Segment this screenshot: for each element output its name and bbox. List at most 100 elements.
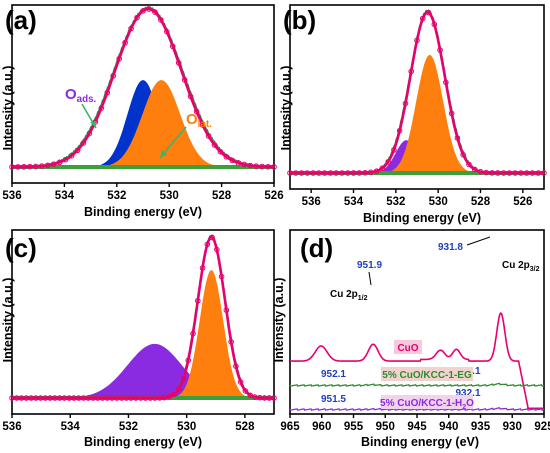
panel-b-data-point bbox=[437, 47, 443, 53]
peak-931-8: 931.8 bbox=[438, 242, 463, 253]
panel-b-data-point bbox=[408, 68, 415, 75]
panel-b-data-point bbox=[362, 170, 368, 176]
panel-c-data-point bbox=[233, 363, 239, 370]
panel-a-data-point bbox=[140, 8, 146, 14]
peak-951-5: 951.5 bbox=[321, 394, 346, 405]
panel-b-data-point bbox=[506, 170, 513, 176]
panel-b-component-2 bbox=[290, 54, 544, 173]
panel-a-data-point bbox=[134, 14, 140, 21]
panel-c-data-point bbox=[228, 339, 234, 345]
panel-c-data-point bbox=[199, 265, 206, 271]
panel-a-data-point bbox=[265, 163, 271, 170]
panel-b-data-point bbox=[356, 170, 363, 176]
panel-a-xtick-label: 530 bbox=[160, 190, 179, 202]
oads-label: Oads. bbox=[65, 86, 97, 105]
panel-d-series-2 bbox=[289, 382, 545, 387]
eg-label: 5% CuO/KCC-1-EG bbox=[382, 370, 472, 381]
panel-d: (d) Intensity (a.u.) Binding energy (eV)… bbox=[272, 229, 550, 449]
panel-c-data-point bbox=[242, 388, 249, 394]
panel-c-label: (c) bbox=[5, 233, 37, 263]
panel-d-series-3 bbox=[289, 407, 545, 411]
olat-label: Olat. bbox=[186, 111, 212, 130]
panel-c-frame bbox=[11, 229, 275, 415]
panel-c-data-point bbox=[237, 379, 244, 385]
panel-a-data-point bbox=[164, 28, 170, 35]
panel-a-data-point bbox=[62, 156, 69, 163]
panel-a-xtick-label: 532 bbox=[107, 190, 126, 202]
panel-a-data-point bbox=[169, 43, 176, 50]
panel-c-data-point bbox=[185, 357, 192, 364]
panel-c: (c) Intensity (a.u.) Binding energy (eV)… bbox=[1, 229, 277, 449]
panel-c-data-point bbox=[180, 375, 187, 382]
cuo-label-bg bbox=[394, 340, 422, 354]
panel-d-ylabel: Intensity (a.u.) bbox=[272, 278, 286, 363]
panel-a-data-point bbox=[56, 159, 63, 166]
panel-b-data-point bbox=[287, 170, 293, 176]
panel-c-data-point bbox=[194, 297, 201, 304]
panel-d-series-1 bbox=[290, 312, 544, 410]
panel-c-data-point bbox=[166, 393, 172, 400]
panel-b-data-point bbox=[518, 170, 524, 176]
panel-a-data-point bbox=[193, 108, 200, 115]
panel-b-data-point bbox=[466, 161, 472, 168]
panel-c-data-point bbox=[223, 307, 230, 313]
panel-b-data-point bbox=[298, 170, 305, 176]
panel-b-label: (b) bbox=[283, 5, 316, 35]
panel-c-data-point bbox=[271, 395, 277, 401]
panel-c-data-point bbox=[209, 234, 215, 241]
panel-b: (b) Intensity (a.u.) Binding energy (eV)… bbox=[279, 4, 547, 225]
panel-a-data-point bbox=[15, 164, 21, 170]
panel-d-xlabel: Binding energy (eV) bbox=[361, 435, 479, 449]
panel-b-data-point bbox=[379, 165, 386, 171]
panel-a-data-point bbox=[9, 164, 15, 170]
panel-b-data-point bbox=[512, 170, 518, 176]
panel-b-xtick-label: 534 bbox=[344, 196, 364, 208]
panel-b-xtick-label: 530 bbox=[429, 196, 448, 208]
olat-arrow-head bbox=[160, 150, 167, 158]
panel-b-data-point bbox=[529, 170, 536, 176]
panel-a-xlabel: Binding energy (eV) bbox=[84, 205, 202, 219]
peak-951-9-pointer bbox=[368, 271, 372, 286]
panel-b-data-point bbox=[391, 147, 397, 153]
panel-c-xlabel: Binding energy (eV) bbox=[84, 435, 202, 449]
panel-c-ylabel: Intensity (a.u.) bbox=[1, 278, 15, 363]
cu2p32-label: Cu 2p3/2 bbox=[502, 260, 540, 273]
panel-d-xtick-label: 955 bbox=[344, 421, 364, 433]
panel-a-data-point bbox=[21, 164, 27, 170]
panel-a-data-point bbox=[86, 130, 93, 137]
panel-b-xtick-label: 526 bbox=[513, 196, 532, 208]
panel-a-data-point bbox=[158, 17, 164, 23]
panel-a-data-point bbox=[110, 73, 117, 79]
h2o-label-bg bbox=[381, 395, 473, 409]
panel-b-data-point bbox=[292, 170, 299, 176]
panel-b-data-point bbox=[419, 15, 426, 22]
eg-label-bg bbox=[381, 367, 473, 381]
panel-b-data-point bbox=[425, 9, 432, 16]
panel-b-data-point bbox=[443, 79, 449, 86]
panel-a-data-point bbox=[175, 60, 182, 66]
panel-a-data-point bbox=[253, 163, 259, 169]
panel-a-data-point bbox=[187, 93, 194, 100]
oads-arrow-head bbox=[90, 121, 96, 128]
panel-d-xtick-label: 930 bbox=[503, 421, 522, 433]
panel-b-data-point bbox=[500, 170, 507, 176]
panel-a-data-point bbox=[44, 162, 51, 169]
panel-b-data-point bbox=[471, 166, 478, 173]
peak-951-9: 951.9 bbox=[357, 260, 382, 271]
panel-b-ylabel: Intensity (a.u.) bbox=[279, 66, 293, 151]
panel-d-xtick-label: 925 bbox=[534, 421, 550, 433]
panel-b-data-point bbox=[477, 168, 484, 175]
panel-b-data-point bbox=[495, 170, 501, 176]
panel-b-data-point bbox=[396, 127, 403, 134]
panel-a-data-point bbox=[181, 77, 188, 83]
panel-b-data-point bbox=[414, 37, 420, 44]
panel-c-xtick-label: 528 bbox=[235, 421, 255, 433]
panel-d-xtick-label: 935 bbox=[471, 421, 491, 433]
cuo-label: CuO bbox=[397, 343, 418, 354]
peak-952-1: 952.1 bbox=[321, 369, 346, 380]
panel-c-data-point bbox=[190, 330, 196, 337]
panel-a-label: (a) bbox=[5, 5, 37, 35]
panel-b-xtick-label: 536 bbox=[302, 196, 321, 208]
panel-b-data-point bbox=[368, 169, 374, 176]
